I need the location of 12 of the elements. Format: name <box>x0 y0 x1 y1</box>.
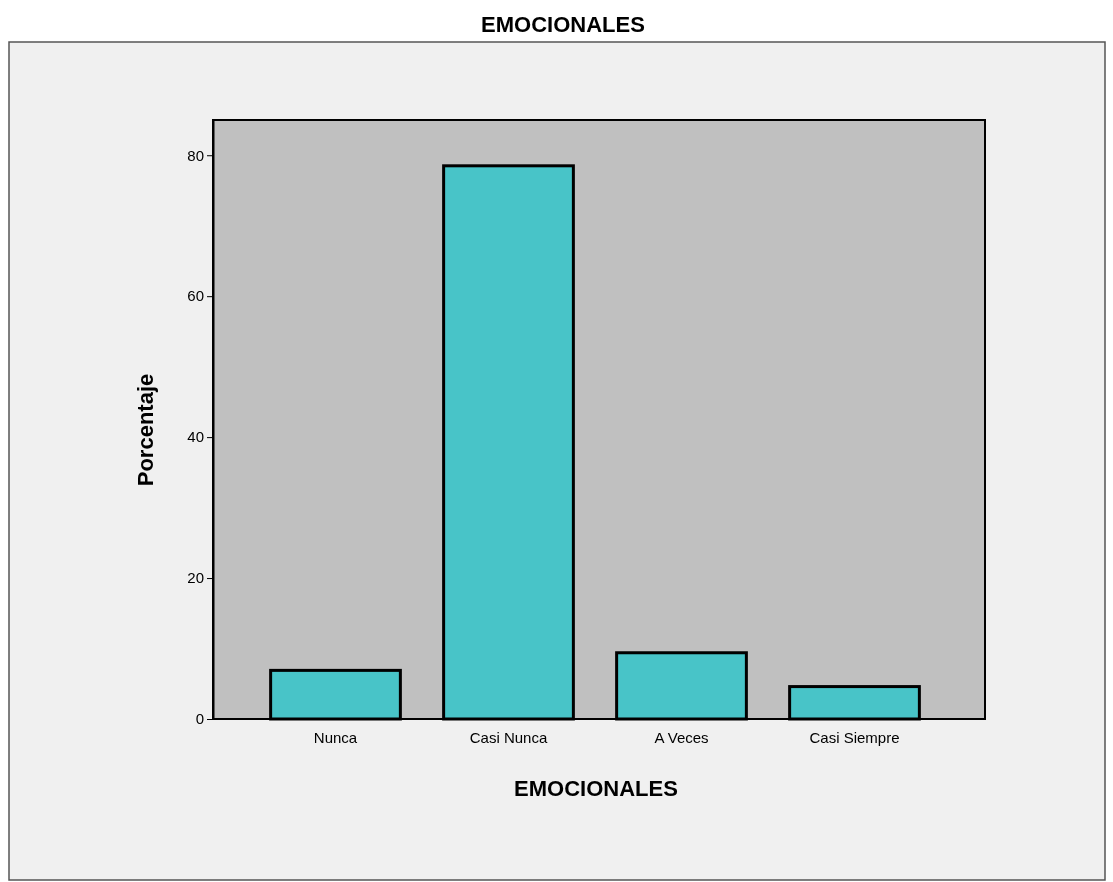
x-axis-title: EMOCIONALES <box>514 776 678 801</box>
y-tick-label: 60 <box>187 287 204 305</box>
y-tick-label: 0 <box>195 710 204 728</box>
y-tick-label: 80 <box>187 146 204 164</box>
x-tick-label: Nunca <box>313 729 358 746</box>
y-tick-label: 20 <box>187 569 204 587</box>
x-tick-label: A Veces <box>654 729 709 746</box>
chart-title: EMOCIONALES <box>481 12 645 37</box>
x-tick-label: Casi Siempre <box>809 729 900 746</box>
y-axis-title: Porcentaje <box>133 373 158 487</box>
y-tick-label: 40 <box>187 428 204 446</box>
x-tick-label: Casi Nunca <box>469 729 548 746</box>
